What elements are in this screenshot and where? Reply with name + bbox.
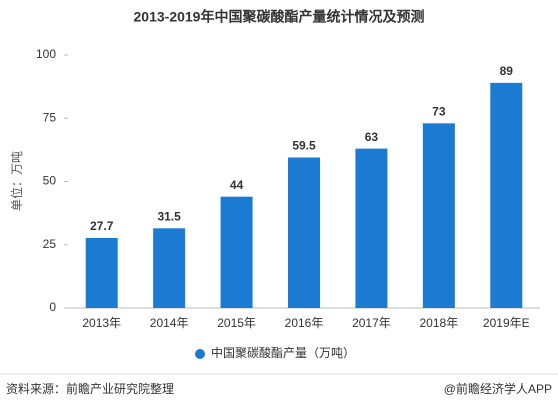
y-tick-label: 50 (43, 174, 57, 188)
value-label: 31.5 (157, 209, 181, 223)
legend-marker (195, 349, 205, 359)
x-tick-label: 2015年 (217, 316, 256, 330)
y-tick-label: 25 (43, 237, 57, 251)
bar (490, 82, 523, 308)
x-tick-label: 2017年 (352, 316, 391, 330)
value-label: 59.5 (292, 139, 316, 153)
bar (220, 196, 253, 308)
value-label: 44 (230, 178, 244, 192)
value-label: 63 (365, 130, 379, 144)
footer-source: 资料来源：前瞻产业研究院整理 (6, 381, 174, 396)
y-tick-label: 0 (49, 300, 56, 314)
value-label: 73 (432, 104, 446, 118)
chart-title: 2013-2019年中国聚碳酸酯产量统计情况及预测 (134, 9, 425, 25)
bar (85, 237, 118, 308)
bar (355, 148, 388, 308)
x-tick-label: 2019年E (483, 316, 530, 330)
x-tick-label: 2016年 (285, 316, 324, 330)
y-tick-label: 75 (43, 110, 57, 124)
bar (153, 228, 186, 308)
value-label: 27.7 (90, 219, 114, 233)
x-tick-label: 2013年 (82, 316, 121, 330)
footer-credit: @前瞻经济学人APP (444, 381, 552, 396)
bar (422, 123, 455, 308)
legend-label: 中国聚碳酸酯产量（万吨） (211, 345, 355, 360)
x-tick-label: 2014年 (150, 316, 189, 330)
x-tick-label: 2018年 (420, 316, 459, 330)
y-axis-label: 单位：万吨 (9, 151, 24, 211)
y-tick-label: 100 (36, 47, 56, 61)
value-label: 89 (500, 64, 514, 78)
bar (288, 157, 320, 308)
